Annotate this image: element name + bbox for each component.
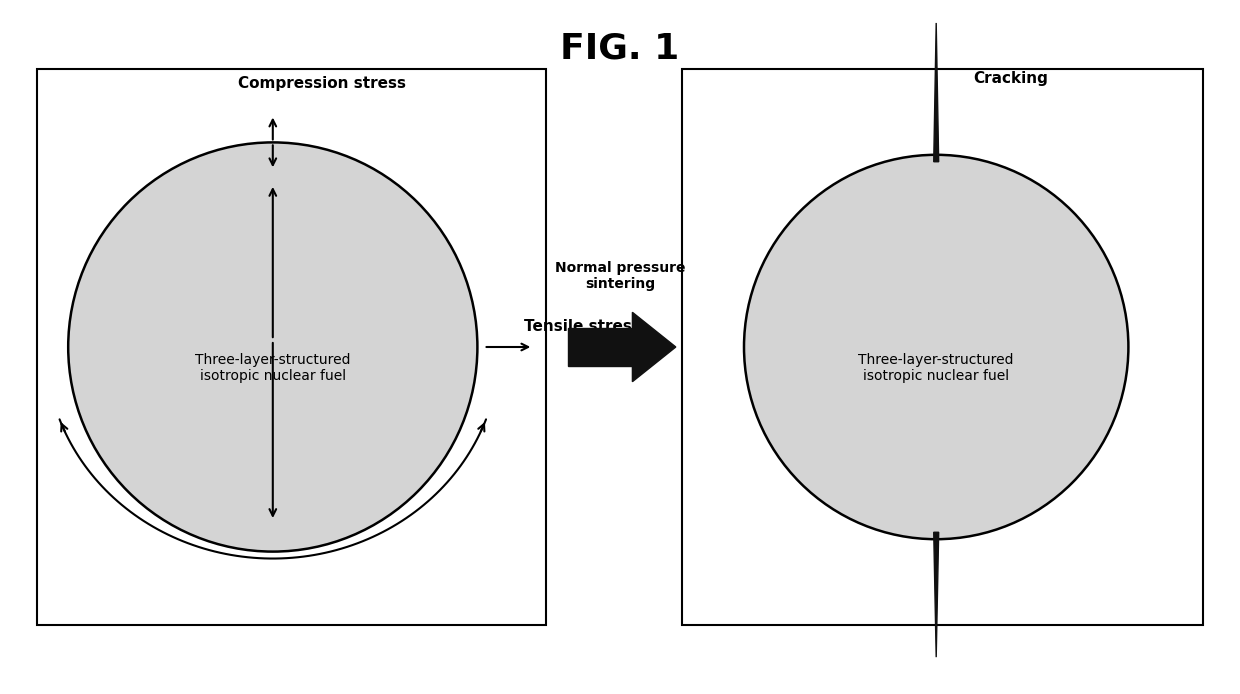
Text: FIG. 1: FIG. 1 <box>560 32 680 65</box>
Ellipse shape <box>68 142 477 552</box>
Polygon shape <box>934 532 939 657</box>
Text: Tensile stress: Tensile stress <box>525 319 641 334</box>
Text: Three-layer-structured
isotropic nuclear fuel: Three-layer-structured isotropic nuclear… <box>195 353 351 383</box>
Bar <box>37 69 546 625</box>
Polygon shape <box>568 328 632 366</box>
Text: Normal pressure
sintering: Normal pressure sintering <box>554 261 686 291</box>
Text: Cracking: Cracking <box>973 71 1048 86</box>
Ellipse shape <box>744 155 1128 539</box>
Text: Compression stress: Compression stress <box>238 76 407 91</box>
Bar <box>682 69 1203 625</box>
Text: Three-layer-structured
isotropic nuclear fuel: Three-layer-structured isotropic nuclear… <box>858 353 1014 383</box>
Polygon shape <box>934 23 939 162</box>
Polygon shape <box>632 312 676 382</box>
